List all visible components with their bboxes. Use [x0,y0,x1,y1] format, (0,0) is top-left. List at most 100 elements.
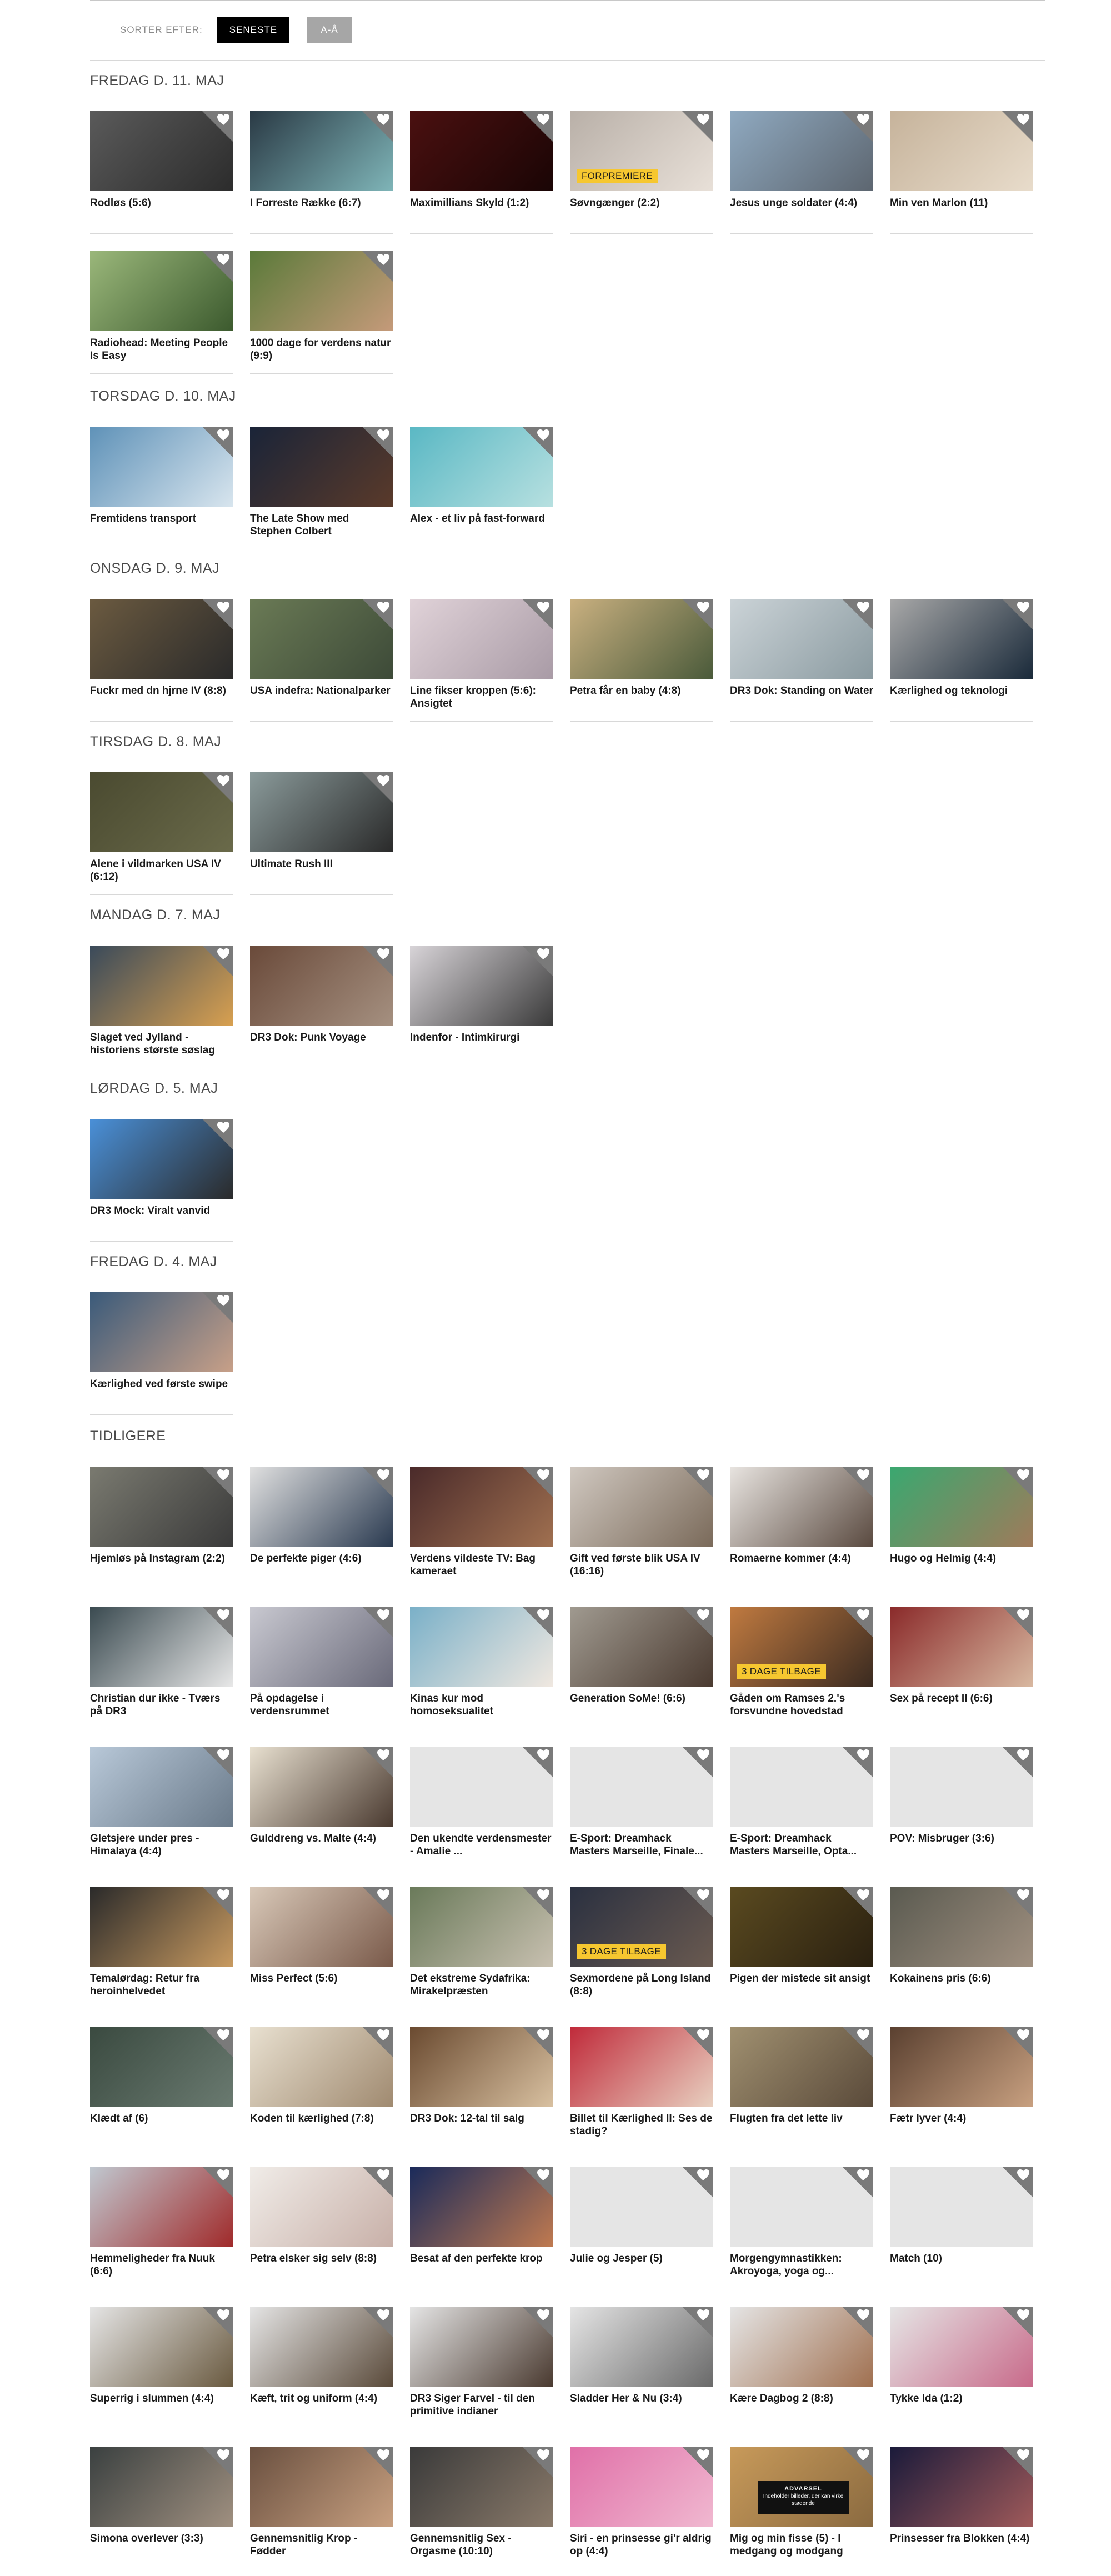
program-title[interactable]: Klædt af (6) [90,2113,148,2124]
program-thumbnail[interactable] [410,946,553,1026]
program-title[interactable]: Fremtidens transport [90,513,197,524]
program-thumbnail[interactable] [250,772,393,852]
program-title[interactable]: Christian dur ikke - Tværs på DR3 [90,1693,221,1717]
heart-icon[interactable] [697,113,710,126]
program-title[interactable]: Tykke Ida (1:2) [890,2393,963,2404]
program-title[interactable]: Flugten fra det lette liv [730,2113,843,2124]
program-thumbnail[interactable] [410,2307,553,2387]
program-thumbnail[interactable] [890,111,1033,191]
program-title[interactable]: Temalørdag: Retur fra heroinhelvedet [90,1973,200,1997]
program-card[interactable]: Hugo og Helmig (4:4) [890,1467,1033,1589]
program-card[interactable]: The Late Show med Stephen Colbert [250,427,393,549]
heart-icon[interactable] [217,1889,230,1901]
program-card[interactable]: Alene i vildmarken USA IV (6:12) [90,772,233,895]
heart-icon[interactable] [1017,2309,1030,2321]
program-thumbnail[interactable] [90,2167,233,2247]
program-thumbnail[interactable]: 3 DAGE TILBAGE [570,1887,713,1967]
program-title[interactable]: Indenfor - Intimkirurgi [410,1032,520,1043]
program-card[interactable]: Gift ved første blik USA IV (16:16) [570,1467,713,1589]
program-title[interactable]: Miss Perfect (5:6) [250,1973,338,1984]
program-title[interactable]: The Late Show med Stephen Colbert [250,513,349,537]
program-title[interactable]: USA indefra: Nationalparker [250,685,391,697]
heart-icon[interactable] [217,253,230,266]
program-title[interactable]: Kinas kur mod homoseksualitet [410,1693,493,1717]
program-title[interactable]: DR3 Dok: Standing on Water [730,685,873,697]
program-card[interactable]: Alex - et liv på fast-forward [410,427,553,549]
heart-icon[interactable] [217,2449,230,2461]
program-thumbnail[interactable] [570,2167,713,2247]
heart-icon[interactable] [217,1749,230,1761]
program-title[interactable]: Hjemløs på Instagram (2:2) [90,1553,225,1564]
sort-latest-button[interactable]: SENESTE [217,17,290,43]
heart-icon[interactable] [377,429,390,441]
program-thumbnail[interactable] [90,946,233,1026]
program-title[interactable]: Besat af den perfekte krop [410,2253,543,2264]
sort-alphabetical-button[interactable]: A-Å [307,17,352,43]
heart-icon[interactable] [857,1889,870,1901]
program-thumbnail[interactable] [250,946,393,1026]
heart-icon[interactable] [217,948,230,960]
program-thumbnail[interactable] [410,2447,553,2527]
heart-icon[interactable] [857,113,870,126]
program-title[interactable]: Pigen der mistede sit ansigt [730,1973,870,1984]
program-card[interactable]: Temalørdag: Retur fra heroinhelvedet [90,1887,233,2009]
program-title[interactable]: Kærlighed ved første swipe [90,1378,228,1390]
program-card[interactable]: E-Sport: Dreamhack Masters Marseille, Op… [730,1747,873,1869]
program-thumbnail[interactable] [90,2307,233,2387]
program-thumbnail[interactable] [890,1747,1033,1827]
program-thumbnail[interactable] [730,1747,873,1827]
program-card[interactable]: Fremtidens transport [90,427,233,549]
program-title[interactable]: Den ukendte verdensmester - Amalie ... [410,1833,552,1857]
program-thumbnail[interactable] [90,251,233,331]
heart-icon[interactable] [217,1469,230,1481]
program-card[interactable]: Rodløs (5:6) [90,111,233,234]
program-card[interactable]: Gulddreng vs. Malte (4:4) [250,1747,393,1869]
program-card[interactable]: Morgengymnastikken: Akroyoga, yoga og... [730,2167,873,2289]
heart-icon[interactable] [377,2029,390,2041]
program-card[interactable]: Miss Perfect (5:6) [250,1887,393,2009]
heart-icon[interactable] [377,601,390,613]
program-title[interactable]: Radiohead: Meeting People Is Easy [90,337,228,362]
program-card[interactable]: DR3 Siger Farvel - til den primitive ind… [410,2307,553,2429]
program-card[interactable]: Gennemsnitlig Krop - Fødder [250,2447,393,2569]
heart-icon[interactable] [857,2169,870,2181]
program-thumbnail[interactable] [410,111,553,191]
program-card[interactable]: Line fikser kroppen (5:6): Ansigtet [410,599,553,722]
program-thumbnail[interactable] [250,2447,393,2527]
heart-icon[interactable] [857,1609,870,1621]
heart-icon[interactable] [537,1469,550,1481]
program-title[interactable]: Koden til kærlighed (7:8) [250,2113,374,2124]
program-thumbnail[interactable] [570,1607,713,1687]
program-thumbnail[interactable]: 3 DAGE TILBAGE [730,1607,873,1687]
program-title[interactable]: DR3 Dok: 12-tal til salg [410,2113,524,2124]
program-thumbnail[interactable] [250,427,393,507]
heart-icon[interactable] [377,774,390,787]
program-thumbnail[interactable] [250,1887,393,1967]
heart-icon[interactable] [697,2169,710,2181]
program-card[interactable]: Den ukendte verdensmester - Amalie ... [410,1747,553,1869]
program-title[interactable]: E-Sport: Dreamhack Masters Marseille, Op… [730,1833,857,1857]
program-title[interactable]: Sexmordene på Long Island (8:8) [570,1973,711,1997]
program-title[interactable]: Gåden om Ramses 2.'s forsvundne hovedsta… [730,1693,845,1717]
program-thumbnail[interactable] [90,2027,233,2107]
program-card[interactable]: Hjemløs på Instagram (2:2) [90,1467,233,1589]
program-card[interactable]: Radiohead: Meeting People Is Easy [90,251,233,374]
program-card[interactable]: Flugten fra det lette liv [730,2027,873,2149]
program-card[interactable]: Gennemsnitlig Sex - Orgasme (10:10) [410,2447,553,2569]
program-title[interactable]: Petra elsker sig selv (8:8) [250,2253,377,2264]
program-thumbnail[interactable] [890,2167,1033,2247]
program-card[interactable]: Christian dur ikke - Tværs på DR3 [90,1607,233,1729]
program-thumbnail[interactable] [570,2027,713,2107]
heart-icon[interactable] [217,774,230,787]
heart-icon[interactable] [857,1469,870,1481]
heart-icon[interactable] [857,2029,870,2041]
program-thumbnail[interactable]: FORPREMIERE [570,111,713,191]
program-card[interactable]: Klædt af (6) [90,2027,233,2149]
program-thumbnail[interactable] [90,1292,233,1372]
program-title[interactable]: Gulddreng vs. Malte (4:4) [250,1833,376,1844]
heart-icon[interactable] [217,2169,230,2181]
program-thumbnail[interactable] [90,1119,233,1199]
program-card[interactable]: Koden til kærlighed (7:8) [250,2027,393,2149]
program-card[interactable]: Gletsjere under pres - Himalaya (4:4) [90,1747,233,1869]
program-card[interactable]: På opdagelse i verdensrummet [250,1607,393,1729]
